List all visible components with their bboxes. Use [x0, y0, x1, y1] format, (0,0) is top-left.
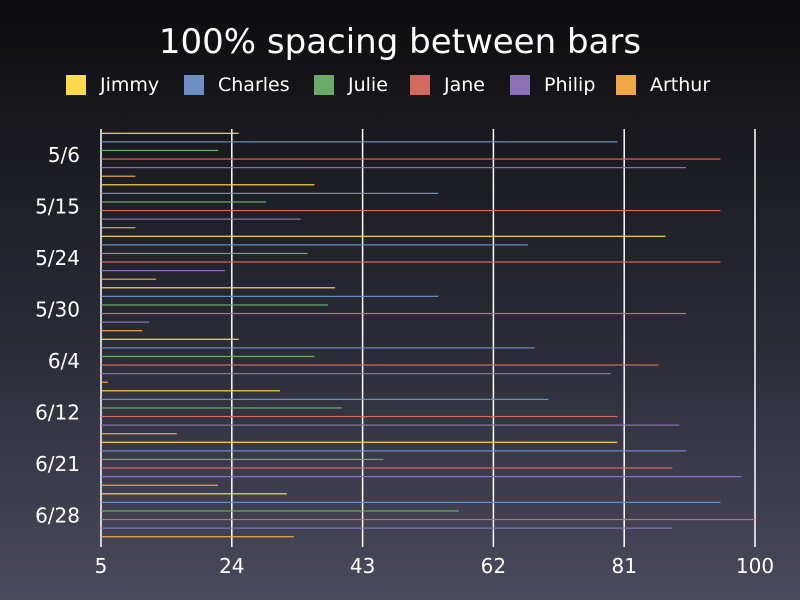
legend: Jimmy Charles Julie Jane Philip Arthur: [0, 72, 800, 98]
bar-arthur: [101, 278, 157, 280]
y-tick-label: 5/24: [35, 246, 80, 270]
bar-arthur: [101, 381, 108, 383]
legend-label: Julie: [348, 74, 388, 96]
bar-jane: [101, 467, 673, 469]
bar-julie: [101, 201, 267, 203]
legend-item-jane: Jane: [410, 72, 485, 98]
bar-philip: [101, 218, 301, 220]
bar-julie: [101, 458, 384, 461]
legend-label: Jimmy: [100, 74, 160, 96]
bar-charles: [101, 295, 439, 297]
bar-charles: [101, 398, 549, 400]
legend-item-julie: Julie: [314, 72, 388, 98]
bar-jimmy: [101, 441, 618, 443]
bar-jimmy: [101, 390, 280, 392]
legend-item-charles: Charles: [184, 72, 290, 98]
bar-philip: [101, 476, 742, 478]
bar-julie: [101, 252, 308, 255]
bar-jimmy: [101, 338, 239, 340]
x-tick-label: 62: [481, 554, 506, 578]
legend-label: Charles: [218, 74, 290, 96]
x-tick-label: 81: [611, 554, 636, 578]
bar-jane: [101, 518, 755, 521]
bar-philip: [101, 270, 225, 272]
bar-jimmy: [101, 287, 336, 289]
legend-item-arthur: Arthur: [616, 72, 710, 98]
bar-jane: [101, 415, 618, 418]
x-tick-label: 43: [350, 554, 375, 578]
bar-arthur: [101, 227, 136, 229]
bar-charles: [101, 347, 535, 349]
legend-swatch: [66, 75, 86, 95]
legend-label: Philip: [544, 74, 596, 96]
legend-swatch: [314, 75, 334, 95]
y-tick-label: 6/28: [35, 503, 80, 527]
y-tick-label: 6/21: [35, 452, 80, 476]
chart-title: 100% spacing between bars: [158, 22, 642, 62]
bar-charles: [101, 141, 618, 143]
bar-arthur: [101, 433, 177, 435]
bar-philip: [101, 321, 150, 323]
bar-charles: [101, 501, 721, 503]
y-tick-label: 6/4: [48, 349, 80, 373]
bar-julie: [101, 510, 459, 512]
bar-philip: [101, 167, 687, 169]
legend-item-philip: Philip: [510, 72, 595, 98]
bar-philip: [101, 527, 673, 529]
legend-swatch: [184, 75, 204, 95]
x-tick-label: 24: [219, 554, 244, 578]
bar-julie: [101, 149, 219, 152]
y-tick-label: 5/30: [35, 297, 80, 321]
bar-arthur: [101, 536, 294, 538]
bar-jane: [101, 158, 721, 160]
bar-arthur: [101, 175, 136, 177]
bar-jimmy: [101, 132, 239, 134]
bar-arthur: [101, 484, 219, 486]
legend-item-jimmy: Jimmy: [66, 72, 159, 98]
y-tick-label: 5/15: [35, 194, 80, 218]
y-tick-label: 6/12: [35, 400, 80, 424]
bar-jane: [101, 261, 721, 263]
bar-charles: [101, 192, 439, 194]
legend-swatch: [410, 75, 430, 95]
bar-julie: [101, 355, 315, 358]
bar-jimmy: [101, 235, 666, 237]
legend-swatch: [616, 75, 636, 95]
x-tick-label: 100: [736, 554, 774, 578]
bar-jane: [101, 364, 659, 366]
legend-label: Jane: [444, 74, 485, 96]
x-tick-label: 5: [95, 554, 108, 578]
bar-jimmy: [101, 184, 315, 186]
bar-julie: [101, 304, 329, 306]
bar-arthur: [101, 330, 143, 332]
bar-jane: [101, 312, 687, 315]
bar-charles: [101, 244, 528, 246]
bar-philip: [101, 424, 680, 426]
y-tick-label: 5/6: [48, 143, 80, 167]
bar-jane: [101, 209, 721, 212]
bar-charles: [101, 450, 687, 452]
bar-jimmy: [101, 493, 287, 495]
legend-swatch: [510, 75, 530, 95]
legend-label: Arthur: [650, 74, 711, 96]
bar-philip: [101, 373, 611, 375]
bar-julie: [101, 407, 342, 409]
